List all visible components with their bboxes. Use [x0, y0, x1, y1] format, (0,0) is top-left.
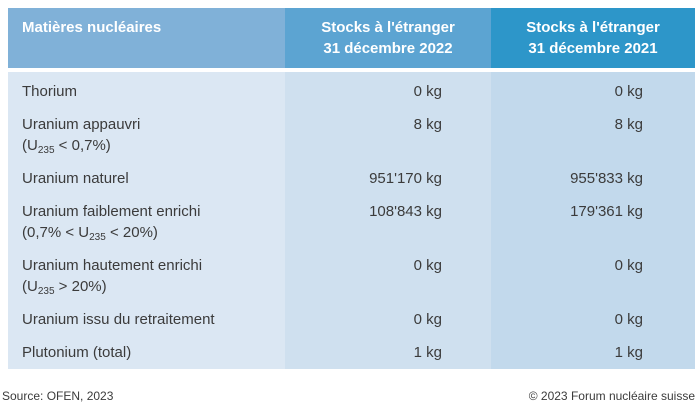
material-label: Plutonium (total) [22, 344, 132, 361]
table-row-plutonium: Plutonium (total) 1 kg 1 kg [8, 336, 695, 369]
header-materials-label: Matières nucléaires [22, 19, 162, 36]
material-name-cell: Uranium hautement enrichi (U235 > 20%) [8, 249, 285, 303]
material-sublabel: (0,7% < U235 < 20%) [22, 224, 158, 243]
u235-subscript: 235 [37, 286, 55, 297]
header-cell-stocks-2022: Stocks à l'étranger 31 décembre 2022 [285, 8, 491, 68]
header-2022-line2: 31 décembre 2022 [323, 40, 453, 57]
footer: Source: OFEN, 2023 © 2023 Forum nucléair… [0, 389, 700, 403]
material-label: Uranium hautement enrichi [22, 257, 203, 274]
material-name-cell: Uranium faiblement enrichi (0,7% < U235 … [8, 195, 285, 249]
value-2021-cell: 955'833 kg [570, 170, 643, 187]
value-2021-cell: 0 kg [614, 257, 643, 274]
material-label: Thorium [22, 83, 78, 100]
material-name-cell: Uranium issu du retraitement [8, 303, 285, 336]
material-sublabel: (U235 > 20%) [22, 278, 107, 297]
header-2021-line1: Stocks à l'étranger [526, 19, 660, 36]
material-name-cell: Uranium appauvri (U235 < 0,7%) [8, 108, 285, 162]
table-row-thorium: Thorium 0 kg 0 kg [8, 75, 695, 108]
table-row-uranium-hautement-enrichi: Uranium hautement enrichi (U235 > 20%) 0… [8, 249, 695, 303]
header-2022-line1: Stocks à l'étranger [321, 19, 455, 36]
table-row-uranium-faiblement-enrichi: Uranium faiblement enrichi (0,7% < U235 … [8, 195, 695, 249]
table-header-row: Matières nucléaires Stocks à l'étranger … [8, 8, 695, 68]
material-name-cell: Uranium naturel [8, 162, 285, 195]
value-2022-cell: 0 kg [413, 257, 442, 274]
material-name-cell: Plutonium (total) [8, 336, 285, 369]
material-label: Uranium issu du retraitement [22, 311, 215, 328]
table-body: Thorium 0 kg 0 kg Uranium appauvri (U235… [8, 72, 695, 369]
nuclear-stocks-table: Matières nucléaires Stocks à l'étranger … [8, 8, 695, 369]
value-2021-cell: 0 kg [614, 83, 643, 100]
value-2022-cell: 1 kg [413, 344, 442, 361]
header-2021-line2: 31 décembre 2021 [528, 40, 658, 57]
table-row-uranium-naturel: Uranium naturel 951'170 kg 955'833 kg [8, 162, 695, 195]
value-2022-cell: 108'843 kg [369, 203, 442, 220]
value-2022-cell: 8 kg [413, 116, 442, 133]
u235-subscript: 235 [89, 232, 106, 243]
value-2021-cell: 8 kg [614, 116, 643, 133]
header-cell-stocks-2021: Stocks à l'étranger 31 décembre 2021 [491, 8, 695, 68]
header-cell-materials: Matières nucléaires [8, 8, 285, 68]
value-2021-cell: 179'361 kg [570, 203, 643, 220]
value-2022-cell: 951'170 kg [369, 170, 442, 187]
material-label: Uranium faiblement enrichi [22, 203, 201, 220]
value-2022-cell: 0 kg [413, 311, 442, 328]
value-2021-cell: 1 kg [614, 344, 643, 361]
value-2021-cell: 0 kg [614, 311, 643, 328]
source-note: Source: OFEN, 2023 [2, 389, 114, 403]
material-name-cell: Thorium [8, 75, 285, 108]
table-row-uranium-appauvri: Uranium appauvri (U235 < 0,7%) 8 kg 8 kg [8, 108, 695, 162]
material-label: Uranium appauvri [22, 116, 141, 133]
u235-subscript: 235 [37, 145, 55, 156]
material-label: Uranium naturel [22, 170, 129, 187]
value-2022-cell: 0 kg [413, 83, 442, 100]
copyright-note: © 2023 Forum nucléaire suisse [528, 389, 695, 403]
material-sublabel: (U235 < 0,7%) [22, 137, 111, 156]
table-row-uranium-retraitement: Uranium issu du retraitement 0 kg 0 kg [8, 303, 695, 336]
